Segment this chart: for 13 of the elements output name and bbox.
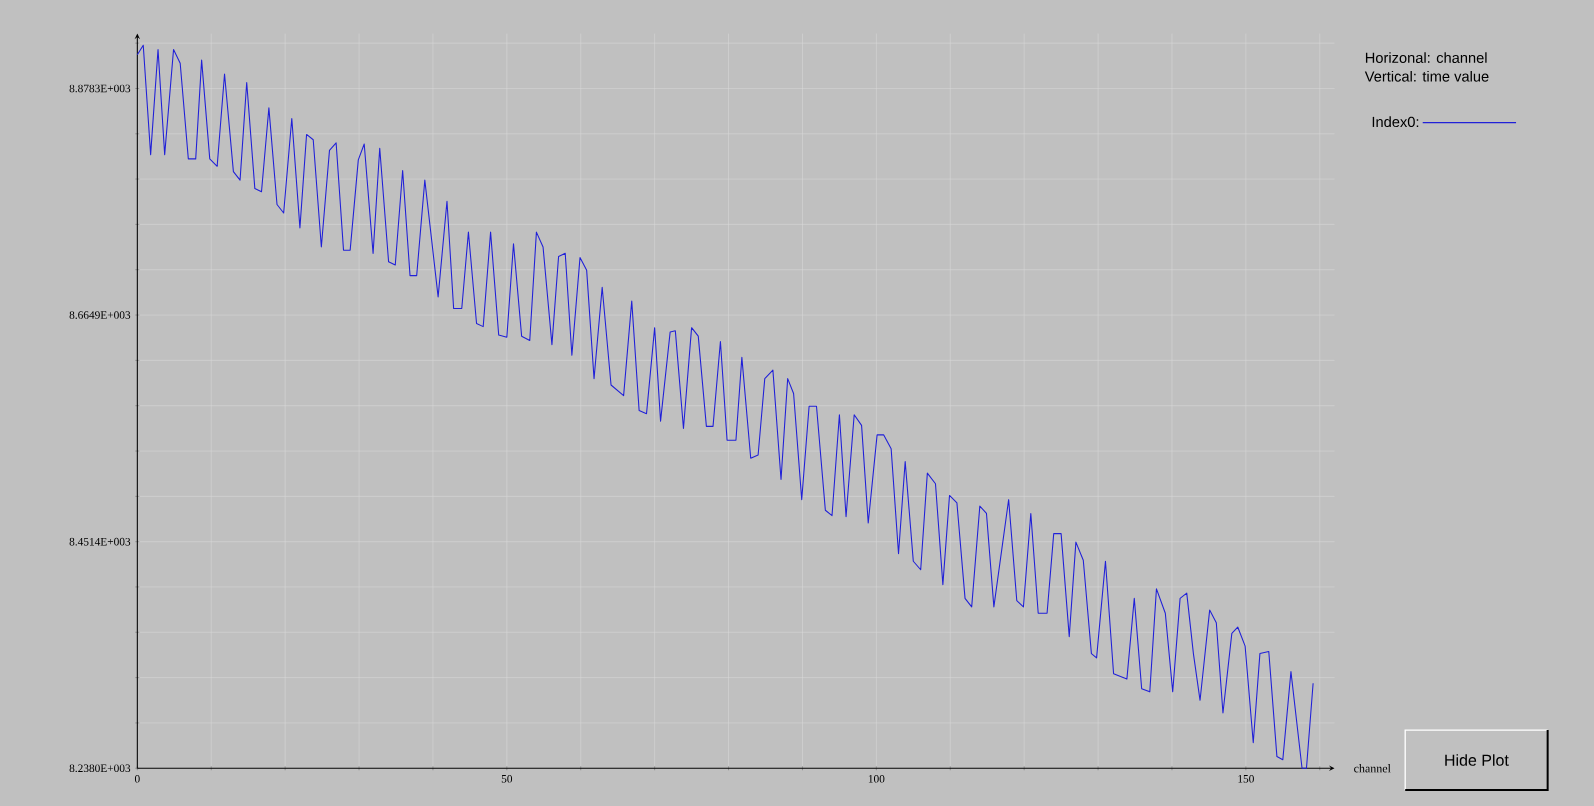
y-tick-label: 8.8783E+003 <box>69 84 131 93</box>
x-tick-label: 150 <box>1238 774 1254 783</box>
text: Index0: <box>1372 116 1419 128</box>
y-tick-label: 8.4514E+003 <box>69 537 131 546</box>
x-tick-label: 100 <box>868 774 885 783</box>
text: Vertical: time value <box>1364 70 1489 82</box>
x-tick-label: 0 <box>134 774 140 783</box>
text: Hide Plot <box>1445 754 1509 766</box>
x-axis-title: channel <box>1354 764 1391 773</box>
text: Horizonal: channel <box>1365 52 1487 63</box>
y-tick-label: 8.2380E+003 <box>69 764 131 773</box>
x-tick-label: 50 <box>501 774 513 783</box>
y-tick-label: 8.6649E+003 <box>69 311 131 319</box>
